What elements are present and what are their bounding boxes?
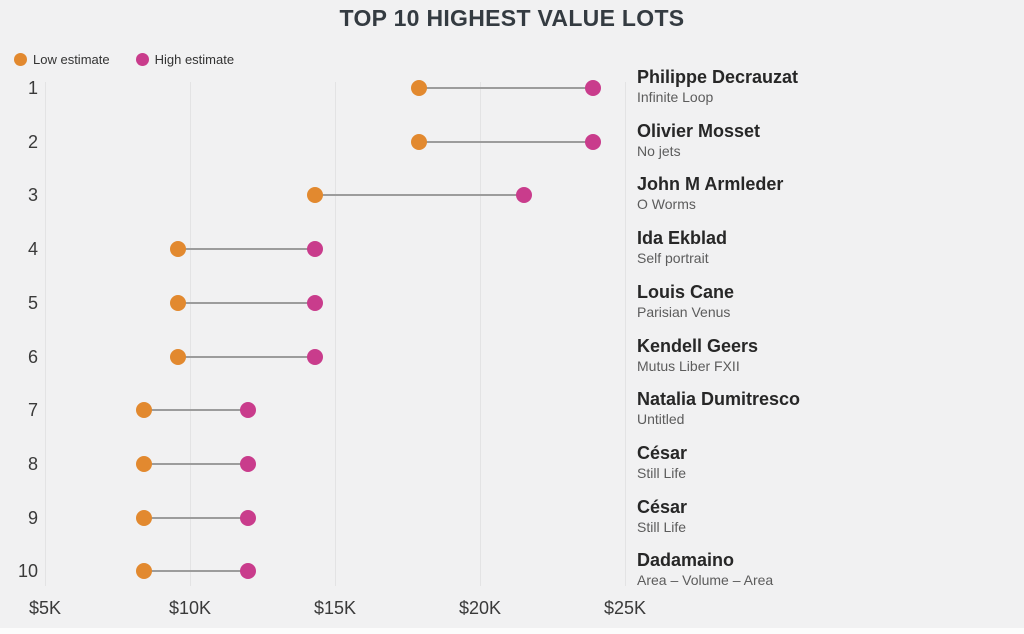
dumbbell-connector: [143, 570, 248, 573]
lot-label-block: Dadamaino Area – Volume – Area: [637, 550, 1017, 589]
dumbbell-connector: [419, 87, 594, 89]
lot-label-block: Kendell Geers Mutus Liber FXII: [637, 336, 1017, 375]
rank-label: 7: [27, 400, 38, 421]
high-estimate-dot: [306, 241, 323, 258]
rank-label: 5: [27, 292, 38, 313]
lot-label-block: César Still Life: [637, 443, 1017, 482]
dumbbell-connector: [314, 194, 524, 197]
lot-label-block: Louis Cane Parisian Venus: [637, 282, 1017, 321]
artist-name: Dadamaino: [637, 550, 735, 571]
low-estimate-dot: [170, 348, 187, 365]
lot-label-block: Ida Ekblad Self portrait: [637, 228, 1017, 267]
dumbbell-connector: [178, 248, 315, 251]
high-estimate-dot: [306, 348, 323, 365]
work-title: Still Life: [637, 518, 687, 535]
rank-label: 6: [27, 346, 38, 367]
artist-name: Olivier Mosset: [637, 120, 761, 141]
high-estimate-dot: [240, 456, 256, 473]
work-title: Self portrait: [637, 250, 709, 267]
lot-label-block: Natalia Dumitresco Untitled: [637, 389, 1017, 428]
lot-label-block: César Still Life: [637, 497, 1017, 536]
high-estimate-legend-dot: [135, 53, 149, 66]
work-title: No jets: [637, 142, 681, 159]
legend-label: Low estimate: [33, 52, 110, 67]
x-axis-tick-label: $20K: [458, 598, 502, 618]
artist-name: John M Armleder: [637, 174, 784, 195]
artist-name: Ida Ekblad: [637, 228, 728, 249]
dumbbell-connector: [178, 355, 315, 358]
lot-label-block: Philippe Decrauzat Infinite Loop: [637, 67, 1017, 106]
low-estimate-dot: [135, 456, 152, 473]
legend-item-low-estimate: Low estimate: [14, 52, 110, 67]
rank-label: 9: [27, 507, 38, 528]
x-axis-tick-label: $5K: [28, 598, 62, 618]
gridline: [625, 82, 626, 586]
high-estimate-dot: [585, 133, 602, 150]
artist-name: Philippe Decrauzat: [637, 67, 799, 87]
high-estimate-dot: [515, 187, 532, 204]
work-title: Mutus Liber FXII: [637, 357, 740, 374]
artist-name: Kendell Geers: [637, 335, 759, 356]
rank-label: 8: [27, 454, 38, 475]
work-title: Still Life: [637, 465, 687, 482]
work-title: Area – Volume – Area: [637, 572, 774, 589]
work-title: Parisian Venus: [637, 303, 731, 320]
artist-name: César: [637, 496, 688, 517]
legend-label: High estimate: [154, 52, 235, 67]
low-estimate-dot: [135, 402, 152, 419]
gridline: [45, 82, 46, 586]
high-estimate-dot: [240, 402, 256, 419]
low-estimate-dot: [135, 563, 152, 580]
dumbbell-connector: [143, 463, 248, 466]
low-estimate-dot: [170, 241, 187, 258]
high-estimate-dot: [306, 294, 323, 311]
rank-label: 3: [27, 185, 38, 206]
gridline: [335, 82, 336, 586]
x-axis-tick-label: $15K: [313, 598, 357, 618]
x-axis-tick-label: $25K: [603, 598, 647, 618]
low-estimate-dot: [411, 133, 428, 150]
gridline: [190, 82, 191, 586]
work-title: Infinite Loop: [637, 89, 714, 105]
lot-label-block: John M Armleder O Worms: [637, 174, 1017, 213]
artist-name: Natalia Dumitresco: [637, 389, 801, 410]
high-estimate-dot: [240, 563, 256, 580]
high-estimate-dot: [240, 509, 256, 526]
dumbbell-connector: [419, 140, 594, 143]
rank-label: 2: [27, 131, 38, 152]
dumbbell-connector: [178, 301, 315, 304]
legend: Low estimate High estimate: [14, 52, 234, 67]
low-estimate-dot: [135, 509, 152, 526]
low-estimate-dot: [411, 80, 428, 96]
dumbbell-connector: [143, 516, 248, 519]
dumbbell-connector: [143, 409, 248, 412]
low-estimate-legend-dot: [14, 53, 27, 66]
gridline: [480, 82, 481, 586]
work-title: O Worms: [637, 196, 696, 213]
low-estimate-dot: [306, 187, 323, 204]
rank-label: 4: [27, 239, 38, 260]
lot-label-block: Olivier Mosset No jets: [637, 121, 1017, 160]
rank-label: 1: [27, 78, 38, 98]
work-title: Untitled: [637, 411, 685, 428]
low-estimate-dot: [170, 294, 187, 311]
artist-name: César: [637, 443, 688, 464]
rank-label: 10: [17, 561, 38, 582]
x-axis-tick-label: $10K: [168, 598, 212, 618]
legend-item-high-estimate: High estimate: [135, 52, 235, 67]
artist-name: Louis Cane: [637, 281, 735, 302]
high-estimate-dot: [585, 80, 602, 96]
chart-title: TOP 10 HIGHEST VALUE LOTS: [339, 5, 685, 31]
bottom-edge-strip: [0, 628, 1024, 634]
